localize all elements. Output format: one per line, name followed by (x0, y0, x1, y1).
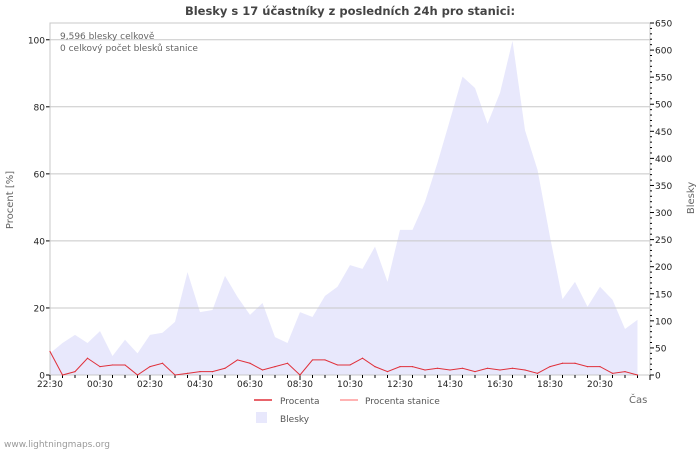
procenta-point (411, 366, 414, 368)
procenta-point (524, 369, 526, 371)
legend-blesky-label: Blesky (280, 415, 310, 425)
right-tick-label: 300 (655, 209, 672, 219)
procenta-point (111, 364, 114, 366)
blesky-area (50, 40, 638, 376)
left-tick-label: 40 (34, 237, 46, 247)
procenta-point (499, 369, 501, 371)
procenta-point (199, 371, 201, 373)
procenta-point (636, 374, 639, 376)
procenta-point (511, 367, 514, 369)
procenta-point (186, 372, 189, 374)
right-tick-label: 550 (655, 74, 672, 84)
chart-title: Blesky s 17 účastníky z posledních 24h p… (185, 4, 515, 18)
x-tick-label: 00:30 (87, 380, 113, 390)
procenta-point (49, 350, 51, 353)
legend-blesky-swatch (256, 412, 267, 423)
procenta-point (349, 364, 351, 366)
x-tick-label: 06:30 (237, 380, 263, 390)
procenta-point (586, 366, 589, 368)
procenta-point (449, 369, 451, 371)
procenta-point (461, 367, 464, 369)
procenta-point (486, 367, 489, 369)
x-tick-label: 18:30 (537, 380, 563, 390)
right-tick-label: 150 (655, 290, 672, 300)
right-tick-label: 450 (655, 128, 672, 138)
procenta-point (336, 364, 339, 366)
left-tick-label: 80 (34, 103, 46, 113)
left-tick-label: 60 (34, 170, 46, 180)
left-tick-label: 0 (39, 372, 45, 382)
procenta-point (211, 371, 214, 373)
x-tick-label: 20:30 (587, 380, 613, 390)
x-tick-label: 16:30 (487, 380, 513, 390)
legend-procenta-label: Procenta (280, 397, 320, 407)
procenta-point (224, 367, 226, 369)
procenta-point (424, 369, 426, 371)
procenta-point (436, 367, 439, 369)
procenta-point (361, 357, 364, 359)
right-axis-label: Blesky (686, 182, 697, 214)
procenta-point (611, 372, 614, 374)
procenta-point (136, 374, 139, 376)
procenta-point (149, 366, 151, 368)
x-tick-label: 04:30 (187, 380, 213, 390)
right-tick-label: 350 (655, 182, 672, 192)
procenta-point (274, 366, 276, 368)
right-tick-label: 400 (655, 155, 672, 165)
x-tick-label: 12:30 (387, 380, 413, 390)
x-tick-label: 02:30 (137, 380, 163, 390)
station-strikes-annotation: 0 celkový počet blesků stanice (60, 43, 198, 54)
right-tick-label: 500 (655, 101, 672, 111)
procenta-point (286, 362, 289, 364)
procenta-point (299, 374, 301, 376)
x-tick-label: 10:30 (337, 380, 363, 390)
procenta-point (549, 366, 551, 368)
procenta-line (49, 351, 638, 376)
right-tick-label: 600 (655, 47, 672, 57)
right-tick-label: 250 (655, 236, 672, 246)
procenta-point (386, 371, 389, 373)
procenta-point (124, 364, 126, 366)
procenta-point (161, 362, 164, 364)
procenta-point (536, 372, 539, 374)
left-tick-label: 20 (34, 304, 46, 314)
procenta-point (174, 374, 176, 376)
procenta-point (399, 366, 401, 368)
procenta-point (249, 362, 251, 364)
procenta-point (599, 366, 601, 368)
procenta-point (61, 374, 64, 376)
x-tick-label: 22:30 (37, 380, 63, 390)
right-tick-label: 200 (655, 263, 672, 273)
procenta-point (261, 369, 264, 371)
procenta-point (561, 362, 564, 364)
right-tick-label: 100 (655, 317, 672, 327)
procenta-point (311, 359, 314, 361)
legend-procenta-stanice-label: Procenta stanice (365, 397, 440, 407)
right-tick-label: 50 (655, 344, 667, 354)
right-tick-label: 0 (655, 372, 661, 382)
procenta-point (624, 371, 626, 373)
footer-site-link[interactable]: www.lightningmaps.org (4, 440, 110, 450)
procenta-point (236, 359, 239, 361)
procenta-point (574, 362, 576, 364)
procenta-point (74, 371, 76, 373)
procenta-point (324, 359, 326, 361)
right-tick-label: 650 (655, 20, 672, 30)
procenta-point (86, 357, 89, 359)
total-strikes-annotation: 9,596 blesky celkově (60, 32, 155, 42)
x-axis-label: Čas (629, 393, 647, 406)
procenta-point (99, 366, 101, 368)
left-tick-label: 100 (28, 36, 45, 46)
x-tick-label: 08:30 (287, 380, 313, 390)
left-axis-label: Procent [%] (5, 171, 16, 229)
procenta-point (374, 366, 376, 368)
x-tick-label: 14:30 (437, 380, 463, 390)
procenta-point (474, 371, 476, 373)
